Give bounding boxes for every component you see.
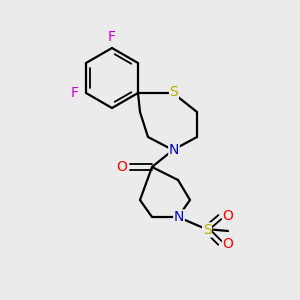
Text: F: F xyxy=(108,30,116,44)
Text: O: O xyxy=(117,160,128,174)
Text: S: S xyxy=(169,85,178,99)
Text: N: N xyxy=(174,210,184,224)
Text: S: S xyxy=(202,223,211,237)
Text: F: F xyxy=(71,86,79,100)
Text: N: N xyxy=(169,143,179,157)
Text: O: O xyxy=(223,209,233,223)
Text: O: O xyxy=(223,237,233,251)
